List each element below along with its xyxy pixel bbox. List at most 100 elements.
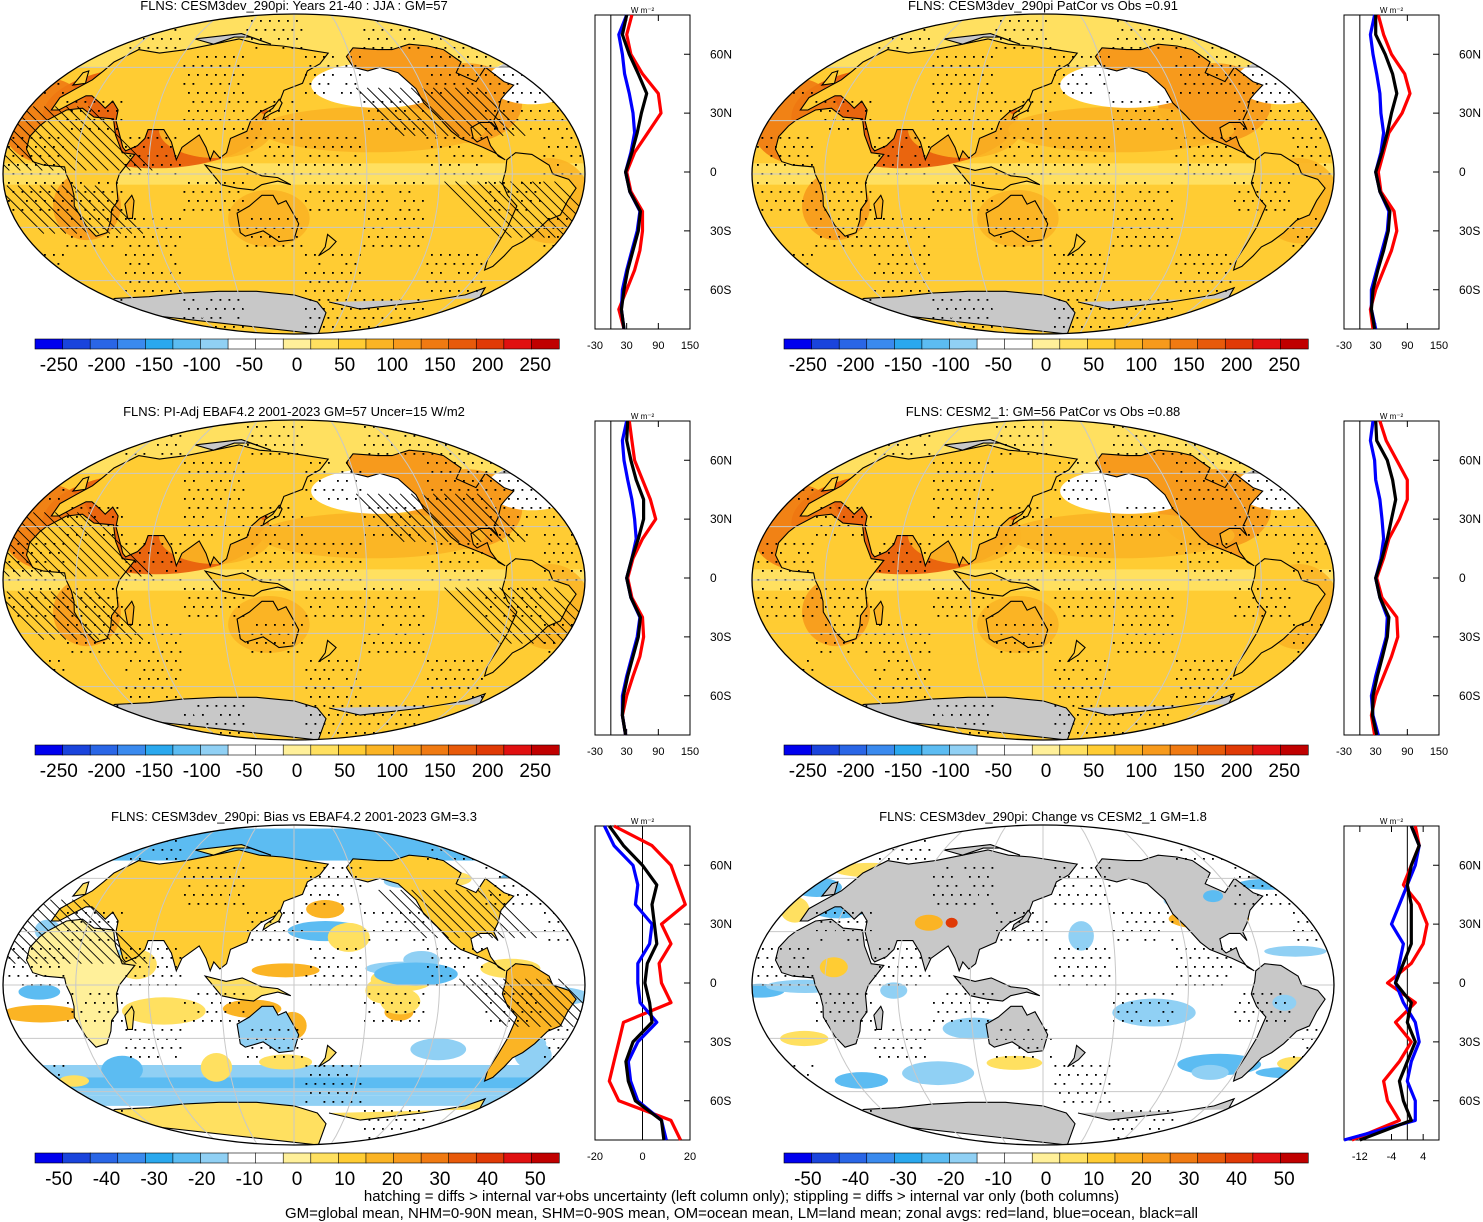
lat-tick-label: 30N — [1459, 512, 1481, 526]
colorbar-swatch — [35, 1153, 63, 1163]
colorbar-tick-label: -40 — [842, 1169, 869, 1190]
colorbar-swatch — [338, 1153, 366, 1163]
x-tick-label: 30 — [1370, 746, 1382, 758]
colorbar-tick-label: 20 — [382, 1169, 403, 1190]
colorbar-swatch — [1280, 1153, 1308, 1163]
lat-tick-label: 0 — [710, 976, 717, 990]
colorbar-swatch — [145, 745, 173, 755]
colorbar-tick-label: 0 — [1041, 761, 1052, 782]
colorbar-swatch — [311, 1153, 339, 1163]
colorbar-tick-label: -40 — [93, 1169, 120, 1190]
x-tick-label: 4 — [1420, 1151, 1426, 1163]
zonal-series-line — [621, 15, 646, 329]
lat-tick-label: 30N — [710, 106, 732, 120]
x-tick-label: 150 — [1430, 340, 1448, 352]
map-panel-4: FLNS: CESM2_1: GM=56 PatCor vs Obs =0.88 — [750, 404, 1340, 741]
colorbar-swatch — [421, 745, 449, 755]
colorbar-tick-label: -50 — [985, 355, 1012, 376]
colorbar-tick-label: 50 — [1083, 761, 1104, 782]
lat-tick-label: 0 — [1459, 976, 1466, 990]
colorbar-tick-label: -50 — [45, 1169, 72, 1190]
colorbar-swatch — [256, 745, 284, 755]
panel-title: FLNS: CESM3dev_290pi PatCor vs Obs =0.91 — [908, 0, 1178, 13]
colorbar-tick-label: -50 — [794, 1169, 821, 1190]
colorbar-swatch — [476, 1153, 504, 1163]
colorbar-swatch — [784, 745, 812, 755]
x-tick-label: 150 — [681, 746, 699, 758]
colorbar-tick-label: 40 — [1226, 1169, 1247, 1190]
colorbar-tick-label: 40 — [477, 1169, 498, 1190]
map-field — [0, 420, 610, 741]
colorbar-swatch — [894, 745, 922, 755]
colorbar-swatch — [1198, 339, 1226, 349]
zonal-frame — [595, 15, 690, 329]
colorbar-tick-label: 0 — [292, 1169, 303, 1190]
colorbar-tick-label: -200 — [836, 355, 874, 376]
x-tick-label: 90 — [1401, 340, 1413, 352]
colorbar-tick-label: -50 — [236, 355, 263, 376]
colorbar-swatch — [867, 745, 895, 755]
lat-tick-label: 60S — [1459, 689, 1480, 703]
colorbar-swatch — [35, 745, 63, 755]
colorbar-swatch — [1005, 1153, 1033, 1163]
colorbar-swatch — [311, 339, 339, 349]
panel-title: FLNS: CESM2_1: GM=56 PatCor vs Obs =0.88 — [906, 404, 1181, 419]
lat-tick-label: 30N — [710, 917, 732, 931]
zonal-frame — [1344, 15, 1439, 329]
colorbar-tick-label: 30 — [429, 1169, 450, 1190]
colorbar-swatch — [35, 339, 63, 349]
colorbar-swatch — [118, 339, 146, 349]
colorbar-swatch — [118, 745, 146, 755]
colorbar-swatch — [228, 745, 256, 755]
colorbar-tick-label: 250 — [519, 761, 551, 782]
colorbar-tick-label: -150 — [884, 355, 922, 376]
colorbar-swatch — [283, 339, 311, 349]
colorbar-swatch — [1280, 745, 1308, 755]
colorbar-tick-label: -100 — [183, 761, 221, 782]
lat-tick-label: 30S — [710, 630, 731, 644]
x-tick-label: -30 — [1336, 746, 1352, 758]
colorbar-swatch — [867, 339, 895, 349]
colorbar-swatch — [200, 745, 228, 755]
lat-tick-label: 30N — [1459, 106, 1481, 120]
lat-tick-label: 60N — [710, 453, 732, 467]
colorbar-swatch — [977, 1153, 1005, 1163]
map-panel-6: FLNS: CESM3dev_290pi: Change vs CESM2_1 … — [736, 809, 1335, 1145]
colorbar-tick-label: -200 — [87, 355, 125, 376]
colorbar-swatch — [394, 745, 422, 755]
colorbar-tick-label: -200 — [836, 761, 874, 782]
colorbar-swatch — [283, 745, 311, 755]
colorbar-tick-label: 20 — [1131, 1169, 1152, 1190]
colorbar-swatch — [145, 1153, 173, 1163]
colorbar-swatch — [1143, 339, 1171, 349]
colorbar-swatch — [1032, 1153, 1060, 1163]
colorbar-tick-label: 0 — [1041, 1169, 1052, 1190]
colorbar-tick-label: -100 — [183, 355, 221, 376]
x-tick-label: 0 — [639, 1151, 645, 1163]
map-panel-1: FLNS: CESM3dev_290pi: Years 21-40 : JJA … — [0, 0, 610, 335]
colorbar-swatch — [173, 339, 201, 349]
colorbar-swatch — [1115, 745, 1143, 755]
colorbar-tick-label: 100 — [1125, 355, 1157, 376]
colorbar-swatch — [1225, 339, 1253, 349]
colorbar-swatch — [504, 339, 532, 349]
colorbar-tick-label: 100 — [1125, 761, 1157, 782]
lat-tick-label: 30S — [710, 224, 731, 238]
colorbar-swatch — [1032, 339, 1060, 349]
colorbar-swatch — [812, 1153, 840, 1163]
colorbar-swatch — [200, 1153, 228, 1163]
colorbar-swatch — [1198, 745, 1226, 755]
colorbar-swatch — [90, 339, 118, 349]
lat-tick-label: 60S — [710, 283, 731, 297]
colorbar-tick-label: 50 — [525, 1169, 546, 1190]
colorbar-swatch — [338, 339, 366, 349]
map-panel-2: FLNS: CESM3dev_290pi PatCor vs Obs =0.91 — [750, 0, 1340, 335]
colorbar-swatch — [449, 1153, 477, 1163]
colorbar-tick-label: 250 — [1268, 761, 1300, 782]
colorbar-swatch — [394, 339, 422, 349]
x-tick-label: 90 — [1401, 746, 1413, 758]
